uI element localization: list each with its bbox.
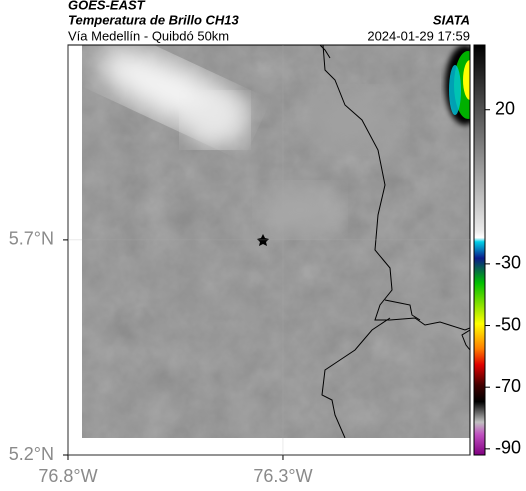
y-tick-label: 5.7°N: [9, 229, 54, 249]
subtitle: Temperatura de Brillo CH13: [68, 12, 240, 27]
colorbar-tick-label: -90: [495, 438, 521, 458]
satellite-image: [82, 45, 470, 438]
colorbar-tick-label: 20: [495, 98, 515, 118]
location: Vía Medellín - Quibdó 50km: [68, 28, 229, 43]
colorbar-tick-label: -70: [495, 376, 521, 396]
x-tick-label: 76.8°W: [38, 466, 97, 486]
colorbar-tick-label: -30: [495, 253, 521, 273]
y-tick-label: 5.2°N: [9, 444, 54, 464]
x-tick-label: 76.3°W: [253, 466, 312, 486]
colorbar-tick-label: -50: [495, 314, 521, 334]
source: SIATA: [433, 12, 470, 27]
timestamp: 2024-01-29 17:59: [367, 28, 470, 43]
title: GOES-EAST: [68, 0, 146, 12]
colorbar: [473, 44, 486, 456]
